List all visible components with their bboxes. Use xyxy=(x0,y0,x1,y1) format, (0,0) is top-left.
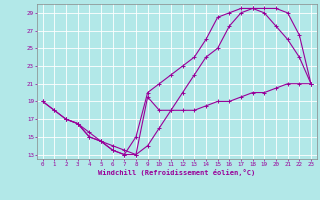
X-axis label: Windchill (Refroidissement éolien,°C): Windchill (Refroidissement éolien,°C) xyxy=(98,169,255,176)
